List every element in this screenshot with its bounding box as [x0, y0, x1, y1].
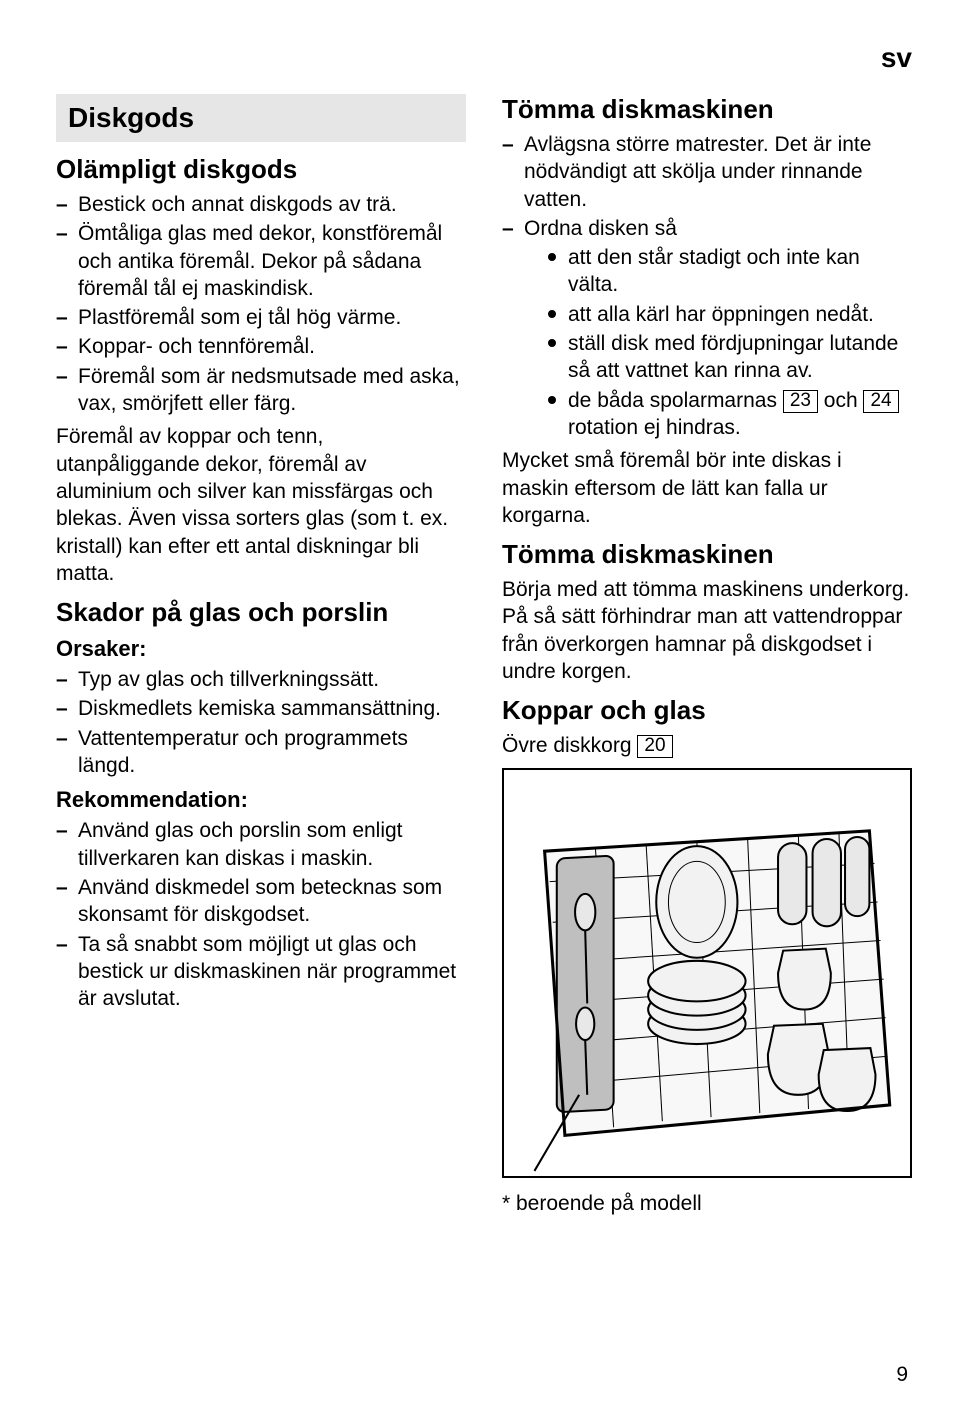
- list-item: Diskmedlets kemiska sammansättning.: [56, 695, 466, 722]
- ref-box-20: 20: [637, 735, 672, 758]
- text-fragment: och: [818, 389, 864, 412]
- list-item: att den står stadigt och inte kan välta.: [546, 244, 912, 299]
- ref-box-24: 24: [863, 390, 898, 413]
- list-item: Ordna disken så att den står stadigt och…: [502, 215, 912, 441]
- list-item: ställ disk med fördjupningar lutande så …: [546, 330, 912, 385]
- text-fragment: rotation ej hindras.: [568, 416, 741, 439]
- rack-label: Övre diskkorg 20: [502, 732, 912, 759]
- unsuitable-list: Bestick och annat diskgods av trä. Ömtål…: [56, 191, 466, 417]
- list-item-text: Ordna disken så: [524, 217, 677, 240]
- heading-recommendation: Rekommendation:: [56, 787, 466, 813]
- right-column: Tömma diskmaskinen Avlägsna större matre…: [502, 94, 912, 1216]
- heading-unsuitable: Olämpligt diskgods: [56, 154, 466, 185]
- list-item: att alla kärl har öppningen nedåt.: [546, 301, 912, 328]
- left-column: Diskgods Olämpligt diskgods Bestick och …: [56, 94, 466, 1216]
- two-column-layout: Diskgods Olämpligt diskgods Bestick och …: [56, 94, 912, 1216]
- page-number: 9: [896, 1363, 908, 1387]
- list-item: Använd diskmedel som betecknas som skons…: [56, 874, 466, 929]
- recommendation-list: Använd glas och porslin som enligt tillv…: [56, 817, 466, 1012]
- list-item: Föremål som är nedsmutsade med aska, vax…: [56, 363, 466, 418]
- list-item: Koppar- och tennföremål.: [56, 333, 466, 360]
- heading-cups-glasses: Koppar och glas: [502, 695, 912, 726]
- language-tag: sv: [881, 42, 912, 74]
- ref-box-23: 23: [783, 390, 818, 413]
- list-item: Plastföremål som ej tål hög värme.: [56, 304, 466, 331]
- paragraph: Börja med att tömma maskinens underkorg.…: [502, 576, 912, 685]
- heading-empty-1: Tömma diskmaskinen: [502, 94, 912, 125]
- loading-list: Avlägsna större matrester. Det är inte n…: [502, 131, 912, 441]
- paragraph: Föremål av koppar och tenn, utanpåliggan…: [56, 423, 466, 587]
- text-fragment: de båda spolarmarnas: [568, 389, 783, 412]
- upper-rack-figure: [502, 768, 912, 1178]
- figure-caption: * beroende på modell: [502, 1192, 912, 1216]
- list-item: Vattentemperatur och programmets längd.: [56, 725, 466, 780]
- text-fragment: Övre diskkorg: [502, 734, 637, 757]
- list-item: Använd glas och porslin som enligt tillv…: [56, 817, 466, 872]
- heading-empty-2: Tömma diskmaskinen: [502, 539, 912, 570]
- section-title: Diskgods: [68, 102, 454, 134]
- list-item: Ömtåliga glas med dekor, konstföremål oc…: [56, 220, 466, 302]
- heading-damage: Skador på glas och porslin: [56, 597, 466, 628]
- heading-causes: Orsaker:: [56, 636, 466, 662]
- list-item: Avlägsna större matrester. Det är inte n…: [502, 131, 912, 213]
- section-header-box: Diskgods: [56, 94, 466, 142]
- paragraph: Mycket små föremål bör inte diskas i mas…: [502, 447, 912, 529]
- list-item: Ta så snabbt som möjligt ut glas och bes…: [56, 931, 466, 1013]
- list-item: Bestick och annat diskgods av trä.: [56, 191, 466, 218]
- list-item: Typ av glas och tillverkningssätt.: [56, 666, 466, 693]
- causes-list: Typ av glas och tillverkningssätt. Diskm…: [56, 666, 466, 779]
- list-item: de båda spolarmarnas 23 och 24 rotation …: [546, 387, 912, 442]
- dishwasher-rack-illustration: [504, 770, 910, 1176]
- sub-bullet-list: att den står stadigt och inte kan välta.…: [546, 244, 912, 441]
